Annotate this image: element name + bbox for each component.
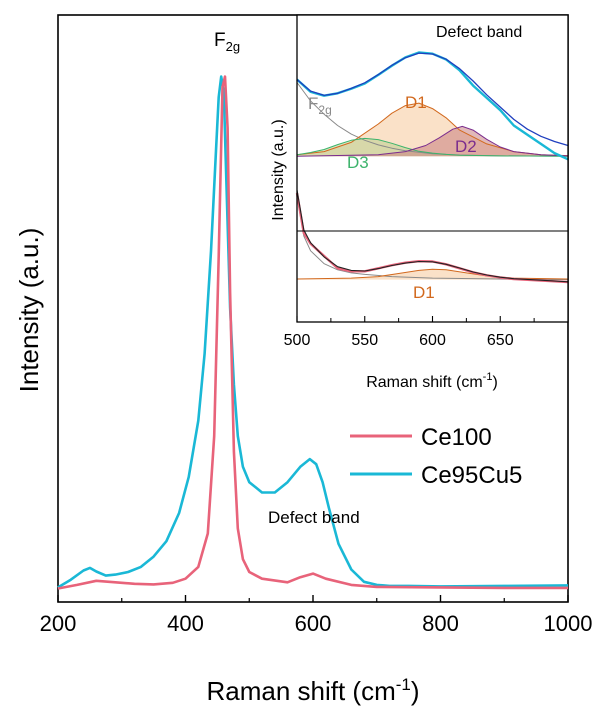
inset-title: Defect band (436, 24, 522, 41)
f2g-peak-label: F2g (214, 30, 240, 54)
inset-d3-label: D3 (347, 153, 369, 172)
y-axis-label: Intensity (a.u.) (14, 228, 44, 393)
x-tick-label-1000: 1000 (544, 611, 593, 636)
x-tick-label-200: 200 (40, 611, 77, 636)
inset-f2g-label: F2g (308, 94, 332, 117)
inset-y-axis-label: Intensity (a.u.) (270, 119, 287, 220)
inset-d3-component-line (296, 137, 569, 157)
legend-label-ce100: Ce100 (421, 424, 492, 451)
x-tick-label-600: 600 (295, 611, 332, 636)
defect-band-label: Defect band (268, 508, 360, 527)
inset-x-tick-label-650: 650 (487, 332, 514, 349)
inset-x-tick-label-500: 500 (284, 332, 311, 349)
inset-d3-component-fill (297, 138, 568, 157)
inset-series-layer (295, 51, 569, 284)
inset-lower-d1-label: D1 (413, 283, 435, 302)
inset-ce100-fit-line (296, 189, 569, 283)
inset-d2-component-line (296, 125, 569, 157)
inset-ce95cu5-fit-line (296, 52, 569, 147)
x-tick-label-400: 400 (167, 611, 204, 636)
x-tick-label-800: 800 (422, 611, 459, 636)
inset-x-tick-label-600: 600 (419, 332, 446, 349)
inset-lower-f2g-component-line (296, 196, 569, 281)
legend-label-ce95cu5: Ce95Cu5 (421, 462, 522, 489)
inset-x-tick-label-550: 550 (351, 332, 378, 349)
inset-d1-label: D1 (405, 93, 427, 112)
main-x-ticks: 200 400 600 800 1000 (40, 595, 593, 636)
inset-d2-component-fill (297, 126, 568, 157)
inset-x-axis-label: Raman shift (cm-1) (366, 371, 498, 391)
inset-x-ticks: 500 550 600 650 (284, 316, 535, 349)
inset-d2-label: D2 (455, 137, 477, 156)
main-series-layer (57, 75, 569, 590)
legend: Ce100 Ce95Cu5 (350, 424, 522, 489)
series-line-ce100 (57, 75, 568, 590)
x-axis-label: Raman shift (cm-1) (206, 675, 419, 706)
